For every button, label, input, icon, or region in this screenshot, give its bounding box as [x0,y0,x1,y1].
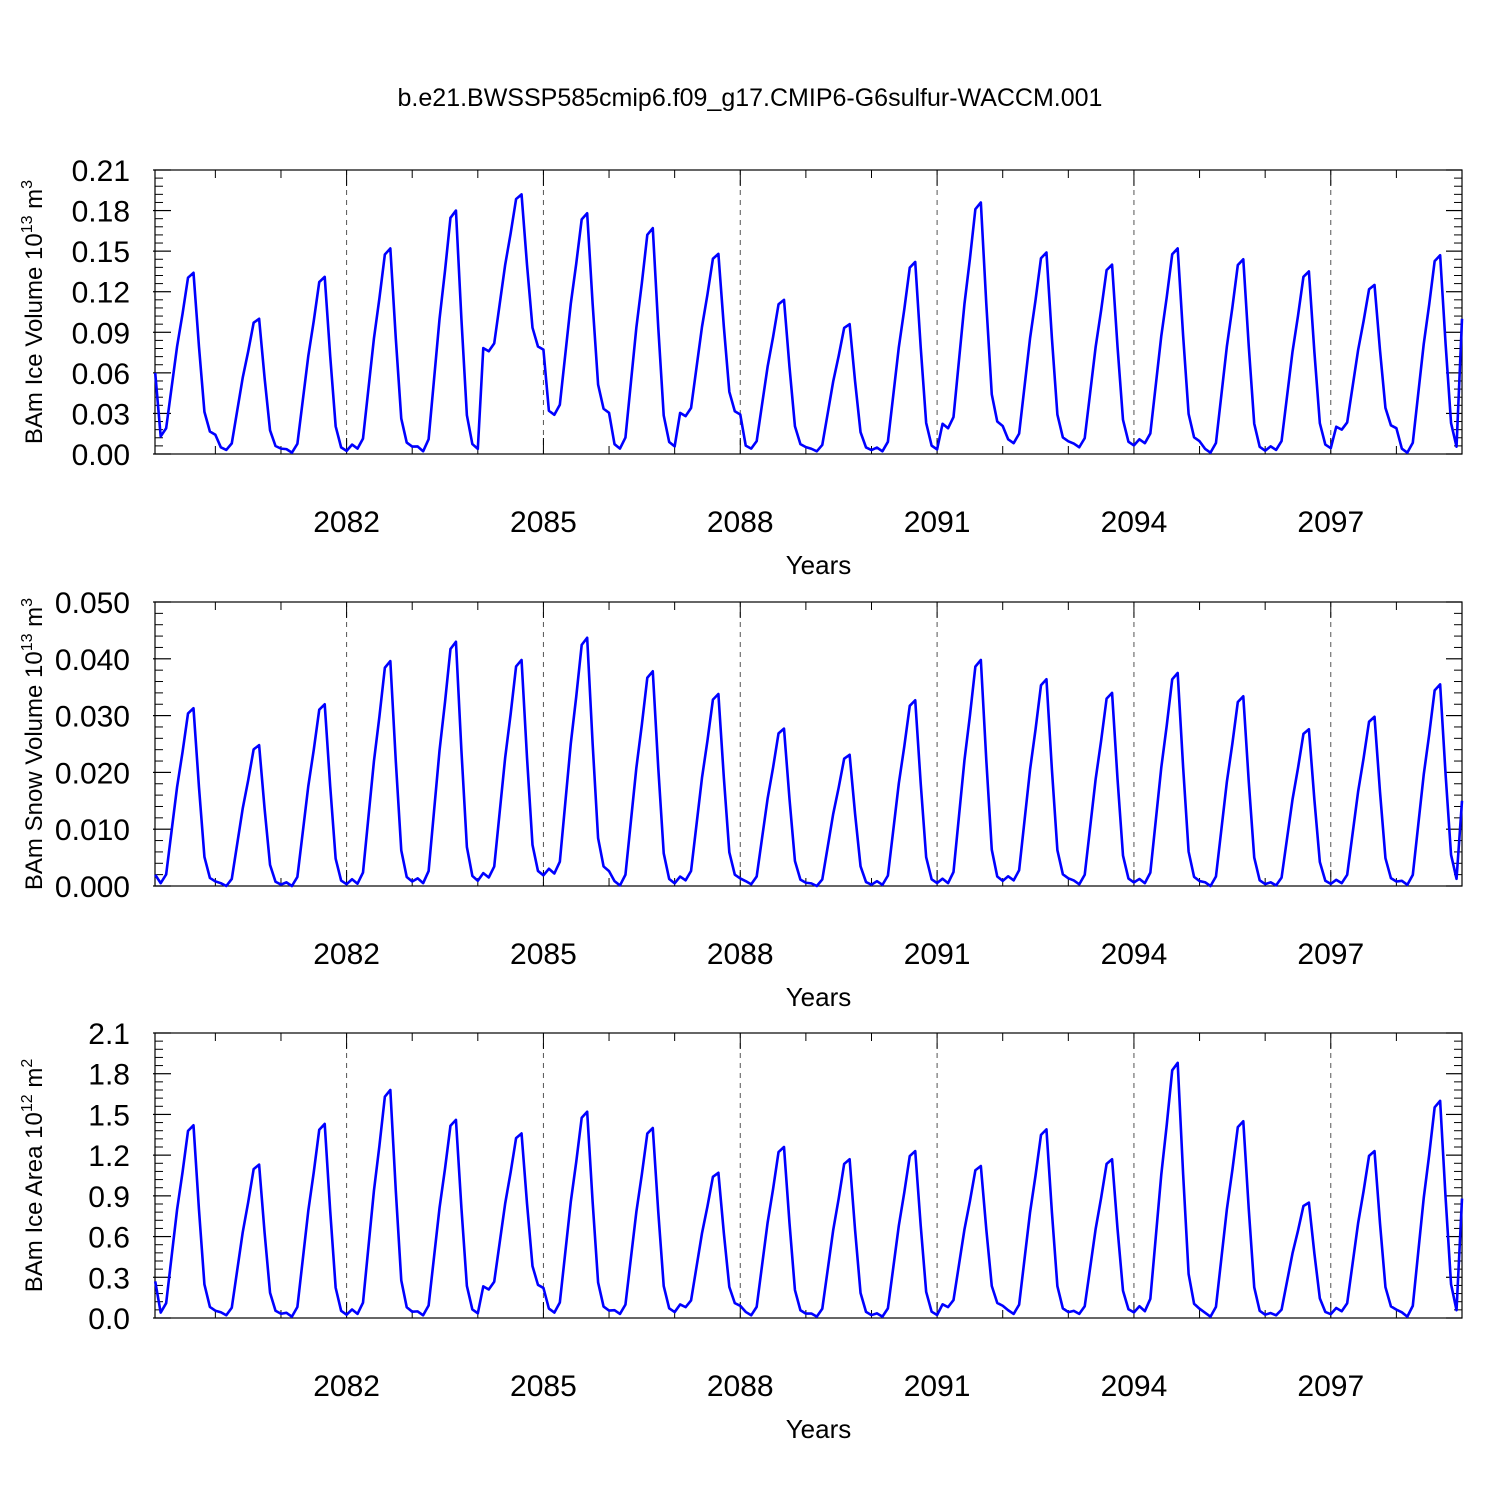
series-line [153,1061,1464,1318]
x-tick-label: 2085 [510,506,577,539]
chart-title: b.e21.BWSSP585cmip6.f09_g17.CMIP6-G6sulf… [398,84,1103,112]
x-tick-label: 2091 [904,938,971,971]
y-tick-label: 0.15 [72,236,130,269]
y-tick-label: 0.000 [55,871,130,904]
x-tick-label: 2082 [313,1370,380,1403]
y-axis-title: BAm Ice Volume 1013 m3 [19,180,48,444]
x-axis-title: Years [786,1414,852,1444]
y-tick-label: 0.020 [55,757,130,790]
x-tick-label: 2088 [707,938,774,971]
y-tick-label: 0.030 [55,701,130,734]
y-tick-label: 0.12 [72,277,130,310]
panel-2: 0.000 0.010 0.020 0.030 0.040 0.050 2082 2085 20… [19,587,1464,1012]
y-axis-title: BAm Snow Volume 1013 m3 [19,598,48,890]
x-tick-label: 2082 [313,938,380,971]
panel-1: 0.00 0.03 0.06 0.09 0.12 0.15 0.18 0.21 2082 2085… [19,155,1464,580]
series-line [154,636,1464,888]
plot-frame [154,1032,1463,1319]
x-tick-label: 2097 [1297,938,1364,971]
y-tick-label: 0.06 [72,358,130,391]
x-tick-label: 2091 [904,506,971,539]
y-tick-label: 1.8 [88,1059,130,1092]
x-axis-title: Years [786,550,852,580]
y-tick-label: 0.0 [88,1303,130,1336]
y-tick-label: 0.09 [72,317,130,350]
plot-frame [154,169,1463,455]
x-tick-label: 2085 [510,1370,577,1403]
x-tick-label: 2097 [1297,1370,1364,1403]
x-tick-label: 2097 [1297,506,1364,539]
x-tick-label: 2094 [1101,1370,1168,1403]
y-axis-title: BAm Ice Area 1012 m2 [19,1059,48,1293]
y-tick-label: 0.9 [88,1181,130,1214]
plot-frame [154,601,1463,887]
y-tick-label: 0.010 [55,814,130,847]
x-tick-label: 2088 [707,506,774,539]
x-tick-label: 2088 [707,1370,774,1403]
y-tick-label: 1.2 [88,1140,130,1173]
y-tick-label: 0.040 [55,644,130,677]
y-tick-label: 0.3 [88,1262,130,1295]
x-tick-label: 2082 [313,506,380,539]
x-tick-label: 2094 [1101,938,1168,971]
x-tick-label: 2094 [1101,506,1168,539]
y-tick-label: 0.03 [72,398,130,431]
y-tick-label: 0.00 [72,439,130,472]
series-line [153,193,1464,454]
y-tick-label: 0.21 [72,155,130,188]
y-tick-label: 0.18 [72,196,130,229]
panel-3: 0.0 0.3 0.6 0.9 1.2 1.5 1.8 2.1 2082 2085 2088 2091… [19,1018,1464,1444]
x-tick-label: 2091 [904,1370,971,1403]
y-tick-label: 0.050 [55,587,130,620]
y-tick-label: 1.5 [88,1099,130,1132]
x-tick-label: 2085 [510,938,577,971]
y-tick-label: 2.1 [88,1018,130,1051]
x-axis-title: Years [786,982,852,1012]
y-tick-label: 0.6 [88,1222,130,1255]
